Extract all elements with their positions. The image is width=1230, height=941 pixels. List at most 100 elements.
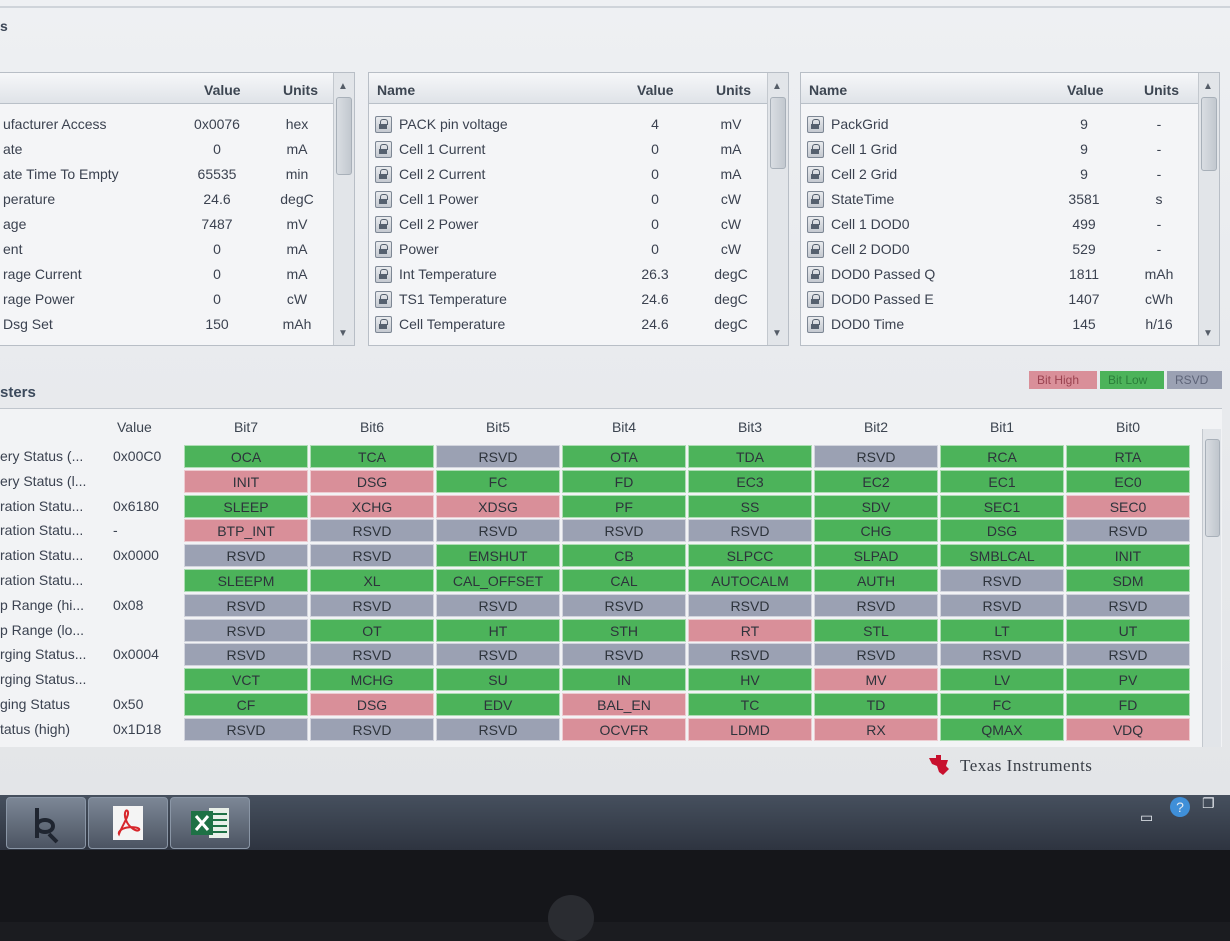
bit-cell[interactable]: RSVD: [184, 593, 308, 617]
table-row[interactable]: DOD0 Passed E 1407 cWh: [801, 286, 1199, 311]
bit-cell[interactable]: VCT: [184, 668, 308, 692]
bit-cell[interactable]: DSG: [310, 469, 434, 493]
bit-cell[interactable]: RT: [688, 618, 812, 642]
bit-cell[interactable]: LDMD: [688, 717, 812, 741]
bit-cell[interactable]: RSVD: [688, 593, 812, 617]
scroll-thumb[interactable]: [770, 97, 786, 169]
units-column-header[interactable]: Units: [283, 82, 318, 98]
scroll-down-icon[interactable]: ▼: [338, 328, 348, 339]
table-row[interactable]: Cell 1 Grid 9 -: [801, 136, 1199, 161]
table-row[interactable]: DOD0 Passed Q 1811 mAh: [801, 261, 1199, 286]
excel-button[interactable]: [170, 797, 250, 849]
bit-cell[interactable]: EC3: [688, 469, 812, 493]
table-row[interactable]: TS1 Temperature 24.6 degC: [369, 286, 768, 311]
bit-cell[interactable]: PV: [1066, 668, 1190, 692]
units-column-header[interactable]: Units: [1144, 82, 1179, 98]
bit-cell[interactable]: TD: [814, 693, 938, 716]
bit-cell[interactable]: RSVD: [436, 445, 560, 468]
bit-cell[interactable]: EC0: [1066, 469, 1190, 493]
bit-cell[interactable]: CAL: [562, 569, 686, 592]
bit-cell[interactable]: SEC0: [1066, 494, 1190, 518]
bit-cell[interactable]: RSVD: [436, 643, 560, 667]
bit-cell[interactable]: INIT: [1066, 544, 1190, 568]
value-column-header[interactable]: Value: [204, 82, 241, 98]
table-row[interactable]: Dsg Set 150 mAh: [0, 311, 334, 336]
bit-cell[interactable]: RSVD: [814, 593, 938, 617]
bit-cell[interactable]: QMAX: [940, 717, 1064, 741]
bit-cell[interactable]: RSVD: [436, 717, 560, 741]
bit-cell[interactable]: SMBLCAL: [940, 544, 1064, 568]
bit-cell[interactable]: OCVFR: [562, 717, 686, 741]
scroll-thumb[interactable]: [336, 97, 352, 175]
bit-cell[interactable]: DSG: [310, 693, 434, 716]
bit-cell[interactable]: INIT: [184, 469, 308, 493]
bit-cell[interactable]: RSVD: [562, 519, 686, 543]
bit-cell[interactable]: CHG: [814, 519, 938, 543]
bit-cell[interactable]: SDM: [1066, 569, 1190, 592]
window-restore-icon[interactable]: ❐: [1202, 795, 1215, 811]
scroll-down-icon[interactable]: ▼: [772, 328, 782, 339]
table-row[interactable]: ent 0 mA: [0, 236, 334, 261]
bit-cell[interactable]: RSVD: [814, 445, 938, 468]
bit-cell[interactable]: RSVD: [184, 643, 308, 667]
bit-cell[interactable]: DSG: [940, 519, 1064, 543]
bit-cell[interactable]: SLPAD: [814, 544, 938, 568]
units-column-header[interactable]: Units: [716, 82, 751, 98]
table-row[interactable]: Cell Temperature 24.6 degC: [369, 311, 768, 336]
bit-cell[interactable]: SU: [436, 668, 560, 692]
bit-cell[interactable]: CB: [562, 544, 686, 568]
table-row[interactable]: ufacturer Access 0x0076 hex: [0, 111, 334, 136]
bit-cell[interactable]: XL: [310, 569, 434, 592]
bit-cell[interactable]: CF: [184, 693, 308, 716]
name-column-header[interactable]: Name: [809, 82, 848, 98]
bit-cell[interactable]: OCA: [184, 445, 308, 468]
table-row[interactable]: Cell 2 Grid 9 -: [801, 161, 1199, 186]
bit-cell[interactable]: BTP_INT: [184, 519, 308, 543]
bit-cell[interactable]: SLEEP: [184, 494, 308, 518]
table-row[interactable]: ate Time To Empty 65535 min: [0, 161, 334, 186]
bit-cell[interactable]: HT: [436, 618, 560, 642]
bit-cell[interactable]: FC: [940, 693, 1064, 716]
table-row[interactable]: StateTime 3581 s: [801, 186, 1199, 211]
table-row[interactable]: Cell 1 Current 0 mA: [369, 136, 768, 161]
bit-cell[interactable]: HV: [688, 668, 812, 692]
bit-cell[interactable]: RSVD: [940, 569, 1064, 592]
bit-cell[interactable]: RSVD: [184, 544, 308, 568]
bit-cell[interactable]: BAL_EN: [562, 693, 686, 716]
bit-cell[interactable]: CAL_OFFSET: [436, 569, 560, 592]
bit-cell[interactable]: RSVD: [436, 593, 560, 617]
bit-cell[interactable]: XCHG: [310, 494, 434, 518]
bit-cell[interactable]: AUTOCALM: [688, 569, 812, 592]
bit-cell[interactable]: UT: [1066, 618, 1190, 642]
table-row[interactable]: DOD0 Time 145 h/16: [801, 311, 1199, 336]
sbs-panel-scrollbar[interactable]: ▲ ▼: [333, 73, 354, 345]
bit-cell[interactable]: FC: [436, 469, 560, 493]
bit-cell[interactable]: RTA: [1066, 445, 1190, 468]
bit-cell[interactable]: SLPCC: [688, 544, 812, 568]
bit-cell[interactable]: RSVD: [1066, 643, 1190, 667]
value-column-header[interactable]: Value: [637, 82, 674, 98]
network-tray-icon[interactable]: ▭: [1140, 809, 1154, 825]
table-row[interactable]: Cell 1 DOD0 499 -: [801, 211, 1199, 236]
bit-cell[interactable]: RSVD: [310, 544, 434, 568]
data-panel-scrollbar[interactable]: ▲ ▼: [767, 73, 788, 345]
gauging-panel-scrollbar[interactable]: ▲ ▼: [1198, 73, 1219, 345]
bit-cell[interactable]: RSVD: [814, 643, 938, 667]
table-row[interactable]: Power 0 cW: [369, 236, 768, 261]
bit-cell[interactable]: RSVD: [184, 618, 308, 642]
bit-cell[interactable]: SS: [688, 494, 812, 518]
grid-scroll-thumb[interactable]: [1205, 439, 1220, 537]
bit-cell[interactable]: MCHG: [310, 668, 434, 692]
bit-cell[interactable]: RSVD: [940, 593, 1064, 617]
bit-cell[interactable]: SDV: [814, 494, 938, 518]
bit-cell[interactable]: SLEEPM: [184, 569, 308, 592]
bit-cell[interactable]: RSVD: [688, 643, 812, 667]
bit-cell[interactable]: RSVD: [310, 519, 434, 543]
table-row[interactable]: rage Power 0 cW: [0, 286, 334, 311]
bit-cell[interactable]: RSVD: [310, 593, 434, 617]
scroll-up-icon[interactable]: ▲: [772, 81, 782, 92]
bit-cell[interactable]: RSVD: [562, 643, 686, 667]
bit-cell[interactable]: RSVD: [688, 519, 812, 543]
table-row[interactable]: rage Current 0 mA: [0, 261, 334, 286]
bit-cell[interactable]: FD: [1066, 693, 1190, 716]
